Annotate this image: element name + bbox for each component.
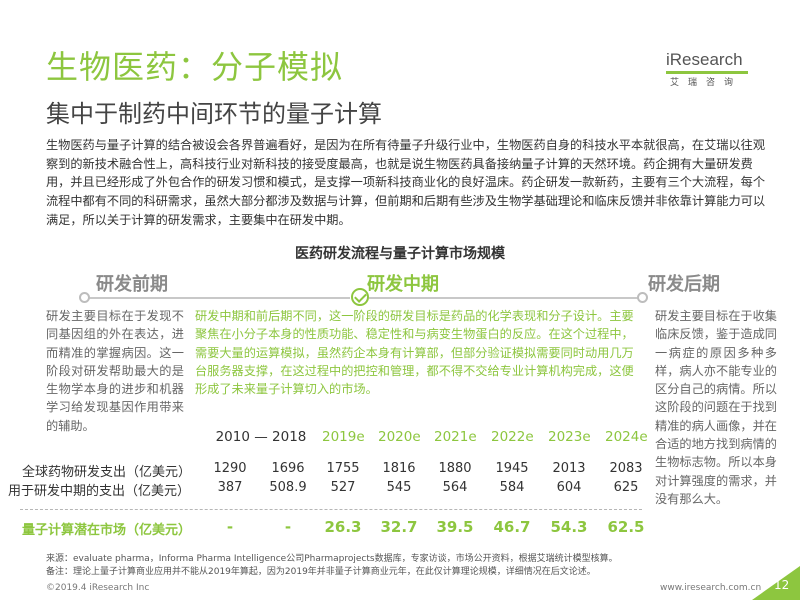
check-icon: [351, 288, 369, 306]
note-line: 备注：理论上量子计算商业应用并不能从2019年算起，因为2019年并非量子计算商…: [46, 566, 596, 577]
table-cell: 584: [499, 480, 525, 495]
table-row-label: 量子计算潜在市场（亿美元）: [22, 523, 192, 538]
page-number-badge: [752, 566, 800, 600]
table-cell: -: [284, 518, 292, 536]
table-cell: 1290: [213, 461, 247, 476]
table-cell: 387: [217, 480, 243, 495]
table-cell: 2013: [552, 461, 586, 476]
stage-early-label: 研发前期: [96, 274, 168, 295]
table-cell: 2083: [609, 461, 643, 476]
table-cell: 26.3: [324, 518, 362, 536]
table-cell: -: [226, 518, 234, 536]
logo-accent-bar: [666, 71, 748, 74]
table-row-label: 用于研发中期的支出（亿美元）: [8, 484, 191, 499]
table-cell: 1945: [495, 461, 529, 476]
table-header-cell: 2021e: [434, 429, 477, 445]
table-cell: 564: [442, 480, 468, 495]
table-cell: 1755: [326, 461, 360, 476]
logo-brand-text: iResearch: [666, 50, 743, 69]
table-cell: 62.5: [607, 518, 645, 536]
timeline-dot-late: [637, 292, 648, 303]
timeline-dot-early: [79, 292, 90, 303]
stage-mid-text: 研发中期和前后期不同，这一阶段的研发目标是药品的化学表现和分子设计。主要聚焦在小…: [195, 309, 634, 397]
table-row-label: 全球药物研发支出（亿美元）: [22, 465, 192, 480]
footer-url[interactable]: www.iresearch.com.cn: [660, 583, 762, 593]
source-line: 来源：evaluate pharma，Informa Pharma Intell…: [46, 554, 618, 564]
page-subtitle: 集中于制药中间环节的量子计算: [46, 100, 382, 128]
table-header-cell: 2020e: [378, 429, 421, 445]
table-cell: 1696: [271, 461, 305, 476]
stage-late-label: 研发后期: [648, 274, 720, 295]
source-note: 来源：evaluate pharma，Informa Pharma Intell…: [46, 553, 618, 578]
table-header-cell: 2022e: [491, 429, 534, 445]
table-cell: 1880: [438, 461, 472, 476]
footer-copyright: ©2019.4 iResearch Inc: [46, 583, 150, 593]
table-cell: 508.9: [269, 480, 307, 495]
intro-paragraph: 生物医药与量子计算的结合被设会各界普遍看好，是因为在所有待量子升级行业中，生物医…: [46, 138, 766, 227]
table-header-cell: 2023e: [548, 429, 591, 445]
stage-late-text: 研发主要目标在于收集临床反馈，鉴于造成同一病症的原因多种多样，病人亦不能专业的区…: [655, 309, 777, 506]
table-cell: 604: [556, 480, 582, 495]
table-header-cell: 2024e: [605, 429, 648, 445]
table-header-cell: 2019e: [322, 429, 365, 445]
table-cell: 1816: [382, 461, 416, 476]
table-cell: 46.7: [493, 518, 531, 536]
table-cell: 527: [330, 480, 356, 495]
table-cell: 545: [386, 480, 412, 495]
iresearch-logo: iResearch 艾瑞咨询: [666, 44, 758, 88]
stage-mid-label: 研发中期: [367, 274, 439, 295]
timeline-line-right: [369, 297, 641, 299]
stage-early-text: 研发主要目标在于发现不同基因组的外在表达，进而精准的掌握病因。这一阶段对研发帮助…: [46, 309, 184, 433]
logo-cn-text: 艾瑞咨询: [670, 78, 743, 88]
section-title: 医药研发流程与量子计算市场规模: [295, 246, 505, 262]
table-header-cell: 2010 — 2018: [215, 429, 307, 445]
table-cell: 54.3: [550, 518, 588, 536]
table-cell: 625: [613, 480, 639, 495]
table-cell: 32.7: [380, 518, 418, 536]
timeline-line-left: [84, 297, 350, 299]
table-divider: [20, 509, 642, 510]
page-number: 12: [774, 578, 790, 592]
table-cell: 39.5: [436, 518, 474, 536]
page-title: 生物医药：分子模拟: [46, 48, 344, 86]
